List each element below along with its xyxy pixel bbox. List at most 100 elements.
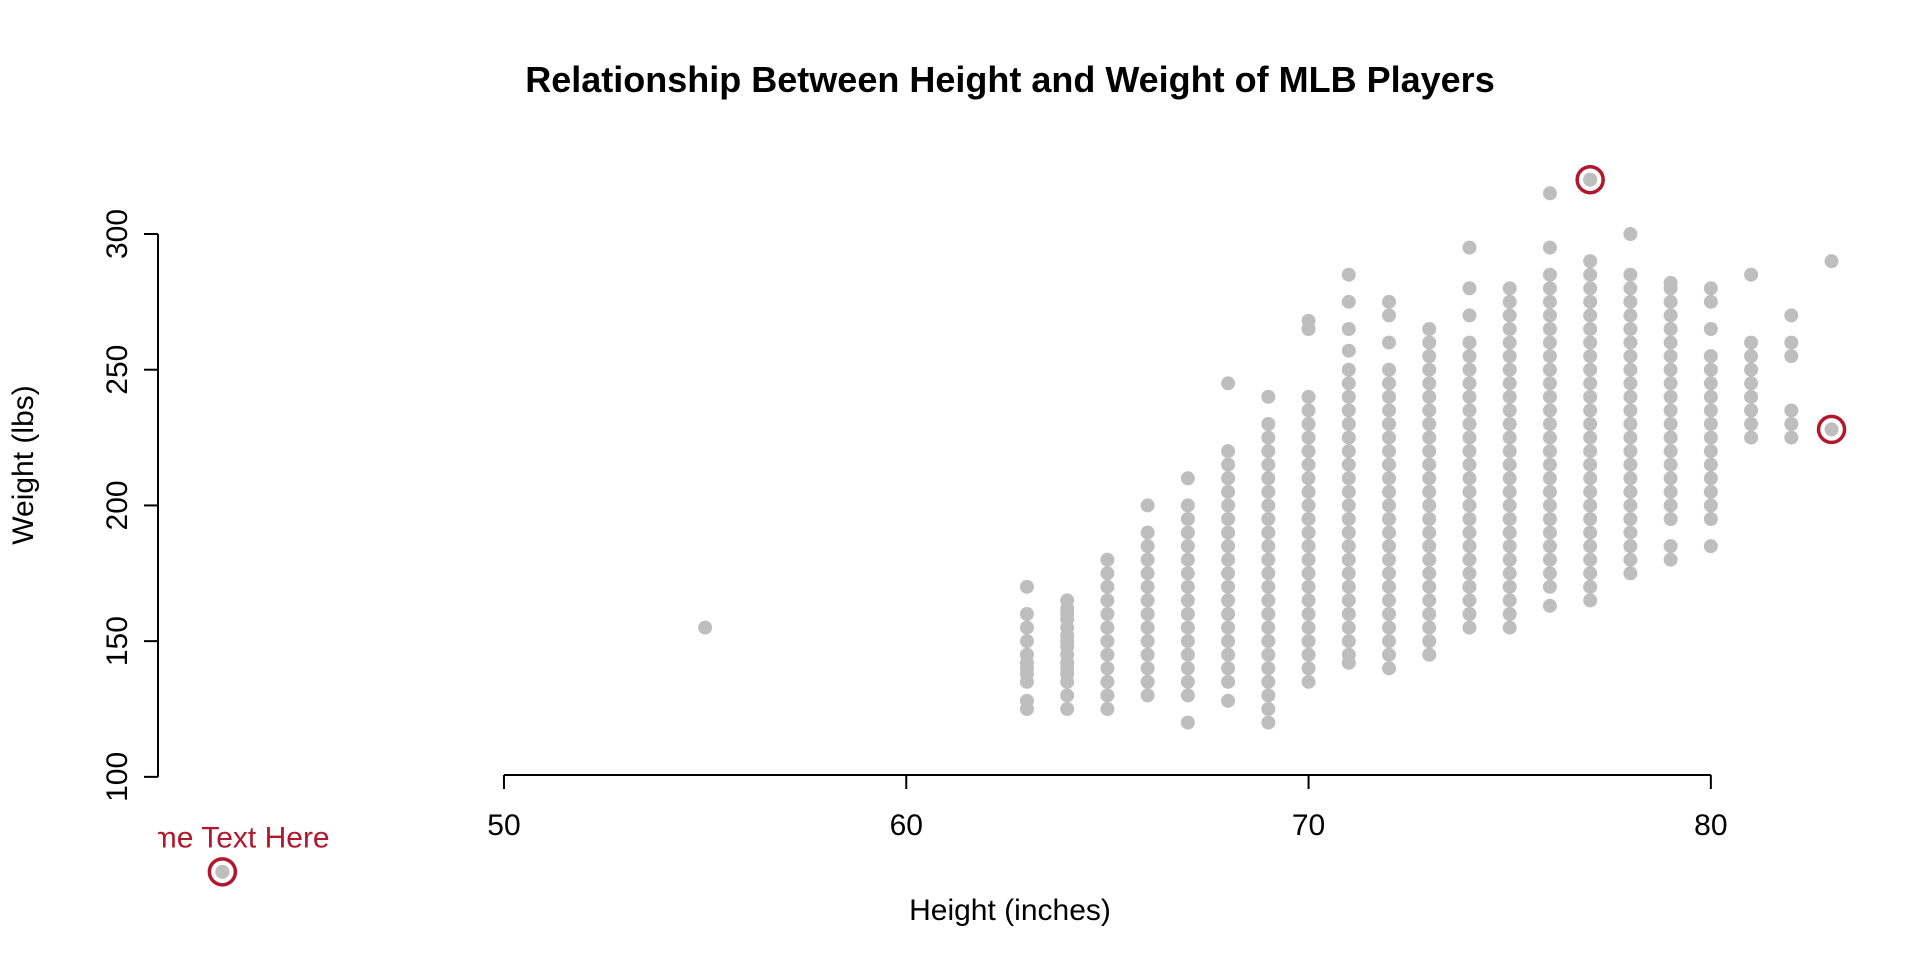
data-point bbox=[1341, 444, 1356, 459]
data-point bbox=[1583, 294, 1598, 309]
data-point bbox=[1221, 525, 1236, 540]
data-point bbox=[1180, 688, 1195, 703]
highlight-ring bbox=[1575, 164, 1605, 195]
data-point bbox=[1382, 498, 1397, 513]
data-point bbox=[1583, 484, 1598, 499]
y-tick-label: 100 bbox=[101, 752, 134, 802]
data-point bbox=[1100, 620, 1115, 635]
x-tick-label: 70 bbox=[1292, 809, 1325, 842]
data-point bbox=[1744, 376, 1759, 391]
data-point bbox=[1462, 417, 1477, 431]
data-point bbox=[1221, 512, 1236, 526]
data-point bbox=[1502, 579, 1517, 594]
data-point bbox=[1301, 389, 1316, 404]
data-point bbox=[1422, 539, 1437, 554]
data-point bbox=[1060, 593, 1075, 608]
data-point bbox=[1703, 484, 1718, 499]
highlight-ring bbox=[207, 857, 238, 887]
data-point bbox=[1502, 498, 1517, 513]
data-point bbox=[1542, 512, 1557, 526]
data-point bbox=[1261, 661, 1276, 676]
data-point bbox=[1140, 688, 1155, 703]
data-point bbox=[1462, 552, 1477, 567]
data-point bbox=[1180, 661, 1195, 676]
data-point bbox=[1623, 471, 1638, 486]
data-point bbox=[1623, 512, 1638, 526]
data-point bbox=[1462, 362, 1477, 377]
data-point bbox=[1382, 607, 1397, 621]
data-point bbox=[1422, 498, 1437, 513]
data-point bbox=[1221, 579, 1236, 594]
data-point bbox=[1261, 702, 1276, 716]
data-point bbox=[1221, 607, 1236, 621]
data-point bbox=[1663, 430, 1678, 445]
data-point bbox=[1703, 403, 1718, 418]
data-point bbox=[1140, 539, 1155, 554]
data-point bbox=[1301, 634, 1316, 649]
data-point bbox=[1301, 607, 1316, 621]
data-point bbox=[1462, 566, 1477, 581]
data-point bbox=[1301, 566, 1316, 581]
data-point bbox=[1663, 275, 1678, 290]
data-point bbox=[1744, 349, 1759, 364]
data-point bbox=[1382, 539, 1397, 554]
highlighted-points bbox=[207, 164, 1847, 887]
data-point bbox=[1140, 566, 1155, 581]
data-point bbox=[1382, 457, 1397, 472]
data-point bbox=[1180, 539, 1195, 554]
data-point bbox=[1382, 444, 1397, 459]
data-point bbox=[1583, 403, 1598, 418]
data-point bbox=[1502, 430, 1517, 445]
data-point bbox=[1502, 539, 1517, 554]
x-tick-label: 60 bbox=[890, 809, 923, 842]
data-point bbox=[1341, 634, 1356, 649]
data-point bbox=[1301, 647, 1316, 662]
data-point bbox=[1502, 376, 1517, 391]
data-point bbox=[1623, 376, 1638, 391]
data-point bbox=[1542, 389, 1557, 404]
data-point bbox=[1341, 593, 1356, 608]
data-point bbox=[1583, 566, 1598, 581]
data-point bbox=[1703, 322, 1718, 336]
data-point bbox=[1341, 322, 1356, 336]
data-point bbox=[1744, 403, 1759, 418]
y-tick-label: 150 bbox=[101, 616, 134, 666]
data-point bbox=[1261, 674, 1276, 689]
data-point bbox=[1462, 430, 1477, 445]
data-point bbox=[1623, 389, 1638, 404]
data-point bbox=[1382, 430, 1397, 445]
data-point bbox=[1542, 281, 1557, 296]
data-point bbox=[1180, 607, 1195, 621]
data-point bbox=[1623, 444, 1638, 459]
data-point bbox=[1703, 471, 1718, 486]
data-point bbox=[1382, 661, 1397, 676]
data-point bbox=[1301, 430, 1316, 445]
data-point bbox=[1221, 674, 1236, 689]
data-point bbox=[1100, 552, 1115, 567]
data-point bbox=[1502, 484, 1517, 499]
data-point bbox=[1422, 457, 1437, 472]
data-point bbox=[1382, 525, 1397, 540]
data-point bbox=[1180, 647, 1195, 662]
data-point bbox=[1261, 539, 1276, 554]
data-point bbox=[1019, 579, 1034, 594]
y-axis: 100 150 200 250 300 bbox=[101, 209, 159, 802]
data-point bbox=[1422, 349, 1437, 364]
highlight-ring bbox=[1816, 414, 1847, 445]
y-tick-label: 300 bbox=[101, 209, 134, 259]
data-point bbox=[1221, 498, 1236, 513]
data-point bbox=[1583, 322, 1598, 336]
data-point bbox=[1341, 457, 1356, 472]
data-point bbox=[1462, 308, 1477, 323]
x-axis-label: Height (inches) bbox=[909, 894, 1111, 927]
x-axis: 50 60 70 80 bbox=[487, 774, 1728, 842]
data-point bbox=[1502, 525, 1517, 540]
data-point bbox=[1583, 444, 1598, 459]
data-point bbox=[1462, 281, 1477, 296]
data-point bbox=[1422, 512, 1437, 526]
data-point bbox=[1341, 362, 1356, 377]
data-point bbox=[1784, 403, 1799, 418]
data-point bbox=[1341, 294, 1356, 309]
annotation-text: Some Text Here bbox=[115, 822, 330, 855]
data-point bbox=[1221, 566, 1236, 581]
